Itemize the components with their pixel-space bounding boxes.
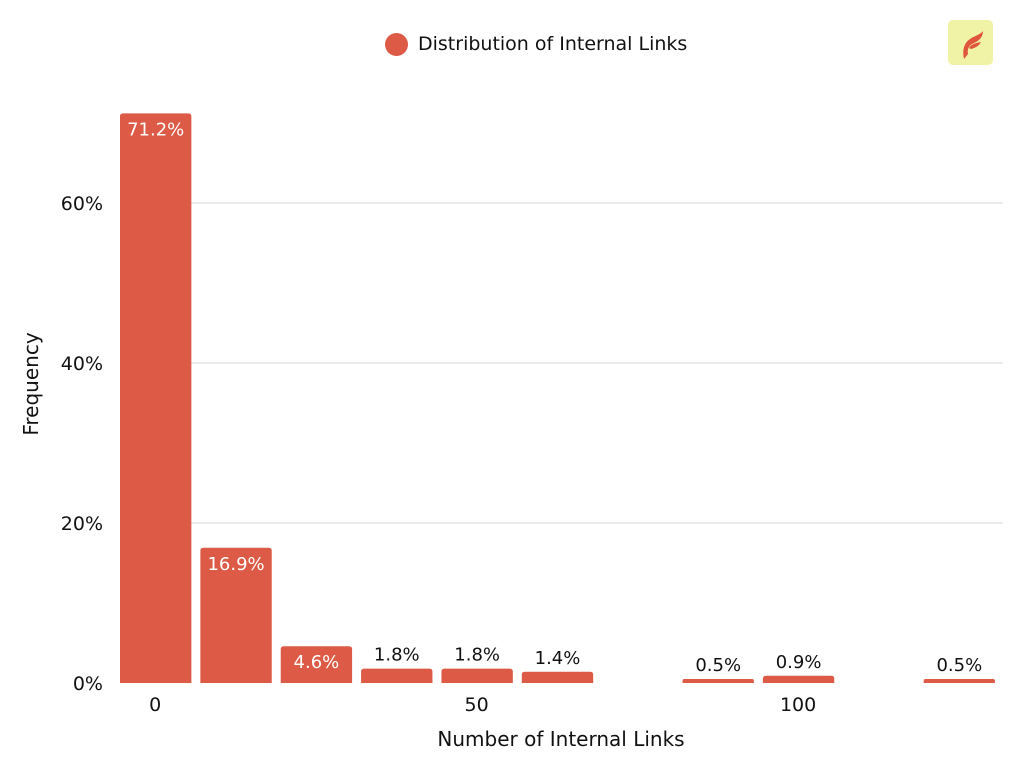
gridlines <box>190 202 1003 524</box>
bars <box>120 113 995 683</box>
legend-label: Distribution of Internal Links <box>418 33 688 55</box>
bar-value-label: 0.9% <box>776 652 822 673</box>
bar <box>361 668 433 683</box>
bar <box>200 547 272 683</box>
bar-value-label: 4.6% <box>294 652 340 673</box>
legend: Distribution of Internal Links <box>385 30 687 58</box>
x-tick-label: 0 <box>149 694 161 716</box>
x-tick-label: 100 <box>780 694 816 716</box>
y-tick-label: 60% <box>61 193 103 215</box>
x-tick-label: 50 <box>465 694 489 716</box>
bar <box>682 679 754 683</box>
bar-value-label: 16.9% <box>207 554 264 575</box>
bar <box>521 671 594 683</box>
y-tick-label: 20% <box>61 513 103 535</box>
x-axis-ticks: 0 50 100 <box>149 694 816 716</box>
y-axis-ticks: 0% 20% 40% 60% <box>61 193 103 695</box>
bar <box>441 668 513 683</box>
bar <box>120 113 192 683</box>
bar-value-label: 1.4% <box>535 648 581 669</box>
bar-value-label: 0.5% <box>695 655 741 676</box>
bar-value-label: 0.5% <box>936 655 982 676</box>
red-circle-icon <box>385 32 408 56</box>
flame-logo-icon <box>948 20 993 65</box>
bar <box>762 675 835 683</box>
bar-value-label: 1.8% <box>374 645 420 666</box>
bar <box>923 679 995 683</box>
bar-value-label: 71.2% <box>127 119 184 140</box>
flame-logo-glyph <box>962 30 983 59</box>
y-tick-label: 40% <box>61 353 103 375</box>
y-axis-title: Frequency <box>19 332 43 436</box>
bar-value-labels: 71.2% 16.9% 4.6% 1.8% 1.8% 1.4% 0.5% 0.9% 0.5% <box>127 119 982 676</box>
x-axis-title: Number of Internal Links <box>437 727 685 751</box>
bar-value-label: 1.8% <box>454 645 500 666</box>
y-tick-label: 0% <box>73 673 103 695</box>
bar <box>280 646 353 683</box>
